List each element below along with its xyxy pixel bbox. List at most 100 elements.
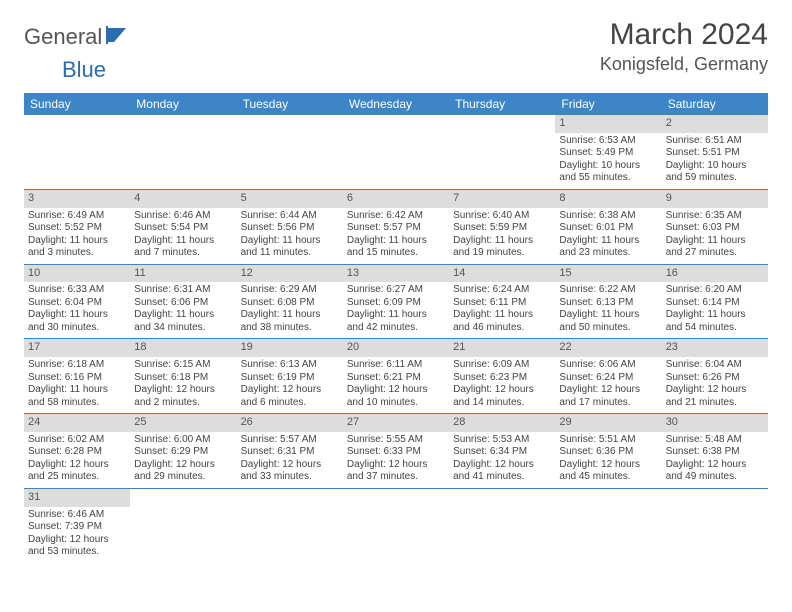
day-number: 24 [24,414,130,432]
daylight-text: Daylight: 11 hours and 46 minutes. [453,309,551,334]
sunrise-text: Sunrise: 6:04 AM [666,359,764,372]
calendar-cell [130,488,236,562]
sunset-text: Sunset: 6:36 PM [559,446,657,459]
daylight-text: Daylight: 12 hours and 49 minutes. [666,459,764,484]
calendar-cell: 31Sunrise: 6:46 AMSunset: 7:39 PMDayligh… [24,488,130,562]
day-number: 12 [237,265,343,283]
day-number: 6 [343,190,449,208]
day-number: 4 [130,190,236,208]
calendar-cell: 28Sunrise: 5:53 AMSunset: 6:34 PMDayligh… [449,414,555,489]
daylight-text: Daylight: 11 hours and 23 minutes. [559,235,657,260]
day-number: 5 [237,190,343,208]
calendar-cell [237,488,343,562]
calendar-cell: 21Sunrise: 6:09 AMSunset: 6:23 PMDayligh… [449,339,555,414]
daylight-text: Daylight: 12 hours and 33 minutes. [241,459,339,484]
calendar-cell [24,115,130,189]
sunrise-text: Sunrise: 6:46 AM [28,509,126,522]
weekday-header: Wednesday [343,93,449,115]
day-number: 3 [24,190,130,208]
day-number: 13 [343,265,449,283]
sunrise-text: Sunrise: 6:11 AM [347,359,445,372]
sunrise-text: Sunrise: 6:42 AM [347,210,445,223]
sunset-text: Sunset: 6:11 PM [453,297,551,310]
weekday-header: Friday [555,93,661,115]
sunset-text: Sunset: 6:31 PM [241,446,339,459]
sunrise-text: Sunrise: 6:31 AM [134,284,232,297]
daylight-text: Daylight: 11 hours and 50 minutes. [559,309,657,334]
calendar-cell: 18Sunrise: 6:15 AMSunset: 6:18 PMDayligh… [130,339,236,414]
day-number: 18 [130,339,236,357]
calendar-cell: 23Sunrise: 6:04 AMSunset: 6:26 PMDayligh… [662,339,768,414]
calendar-row: 24Sunrise: 6:02 AMSunset: 6:28 PMDayligh… [24,414,768,489]
sunrise-text: Sunrise: 6:18 AM [28,359,126,372]
daylight-text: Daylight: 12 hours and 21 minutes. [666,384,764,409]
day-number: 25 [130,414,236,432]
daylight-text: Daylight: 12 hours and 10 minutes. [347,384,445,409]
day-number: 28 [449,414,555,432]
daylight-text: Daylight: 10 hours and 55 minutes. [559,160,657,185]
calendar-cell: 11Sunrise: 6:31 AMSunset: 6:06 PMDayligh… [130,264,236,339]
calendar-cell: 4Sunrise: 6:46 AMSunset: 5:54 PMDaylight… [130,189,236,264]
sunset-text: Sunset: 6:16 PM [28,372,126,385]
day-number: 1 [555,115,661,133]
sunset-text: Sunset: 6:13 PM [559,297,657,310]
sunrise-text: Sunrise: 6:24 AM [453,284,551,297]
daylight-text: Daylight: 12 hours and 14 minutes. [453,384,551,409]
calendar-cell: 10Sunrise: 6:33 AMSunset: 6:04 PMDayligh… [24,264,130,339]
sunset-text: Sunset: 5:54 PM [134,222,232,235]
daylight-text: Daylight: 11 hours and 38 minutes. [241,309,339,334]
location: Konigsfeld, Germany [600,54,768,75]
calendar-cell [555,488,661,562]
calendar-cell [237,115,343,189]
sunrise-text: Sunrise: 6:00 AM [134,434,232,447]
sunrise-text: Sunrise: 6:38 AM [559,210,657,223]
calendar-cell [343,115,449,189]
day-number: 17 [24,339,130,357]
day-number: 15 [555,265,661,283]
daylight-text: Daylight: 11 hours and 54 minutes. [666,309,764,334]
daylight-text: Daylight: 12 hours and 45 minutes. [559,459,657,484]
daylight-text: Daylight: 11 hours and 19 minutes. [453,235,551,260]
calendar-row: 3Sunrise: 6:49 AMSunset: 5:52 PMDaylight… [24,189,768,264]
calendar-cell: 16Sunrise: 6:20 AMSunset: 6:14 PMDayligh… [662,264,768,339]
sunset-text: Sunset: 6:18 PM [134,372,232,385]
sunrise-text: Sunrise: 6:40 AM [453,210,551,223]
calendar-cell: 3Sunrise: 6:49 AMSunset: 5:52 PMDaylight… [24,189,130,264]
day-number: 20 [343,339,449,357]
calendar-cell: 1 Sunrise: 6:53 AMSunset: 5:49 PMDaylight… [555,115,661,189]
day-number: 14 [449,265,555,283]
sunrise-text: Sunrise: 5:55 AM [347,434,445,447]
sunset-text: Sunset: 6:01 PM [559,222,657,235]
logo-text-general: General [24,24,102,50]
sunset-text: Sunset: 6:19 PM [241,372,339,385]
day-number: 2 [662,115,768,133]
sunrise-text: Sunrise: 6:53 AM [559,135,657,148]
calendar-row: 1 Sunrise: 6:53 AMSunset: 5:49 PMDaylight… [24,115,768,189]
sunrise-text: Sunrise: 6:27 AM [347,284,445,297]
month-title: March 2024 [600,18,768,52]
sunset-text: Sunset: 5:49 PM [559,147,657,160]
calendar-cell: 29Sunrise: 5:51 AMSunset: 6:36 PMDayligh… [555,414,661,489]
daylight-text: Daylight: 11 hours and 3 minutes. [28,235,126,260]
day-number: 30 [662,414,768,432]
sunrise-text: Sunrise: 6:46 AM [134,210,232,223]
daylight-text: Daylight: 11 hours and 34 minutes. [134,309,232,334]
sunrise-text: Sunrise: 6:15 AM [134,359,232,372]
daylight-text: Daylight: 12 hours and 53 minutes. [28,534,126,559]
calendar-row: 10Sunrise: 6:33 AMSunset: 6:04 PMDayligh… [24,264,768,339]
sunrise-text: Sunrise: 5:53 AM [453,434,551,447]
weekday-header: Thursday [449,93,555,115]
sunset-text: Sunset: 6:24 PM [559,372,657,385]
sunrise-text: Sunrise: 6:02 AM [28,434,126,447]
daylight-text: Daylight: 11 hours and 11 minutes. [241,235,339,260]
daylight-text: Daylight: 12 hours and 6 minutes. [241,384,339,409]
sunset-text: Sunset: 6:23 PM [453,372,551,385]
day-number: 10 [24,265,130,283]
calendar-cell: 25Sunrise: 6:00 AMSunset: 6:29 PMDayligh… [130,414,236,489]
calendar-cell: 14Sunrise: 6:24 AMSunset: 6:11 PMDayligh… [449,264,555,339]
weekday-header: Monday [130,93,236,115]
sunrise-text: Sunrise: 6:22 AM [559,284,657,297]
calendar-cell: 27Sunrise: 5:55 AMSunset: 6:33 PMDayligh… [343,414,449,489]
sunrise-text: Sunrise: 6:49 AM [28,210,126,223]
sunrise-text: Sunrise: 6:44 AM [241,210,339,223]
